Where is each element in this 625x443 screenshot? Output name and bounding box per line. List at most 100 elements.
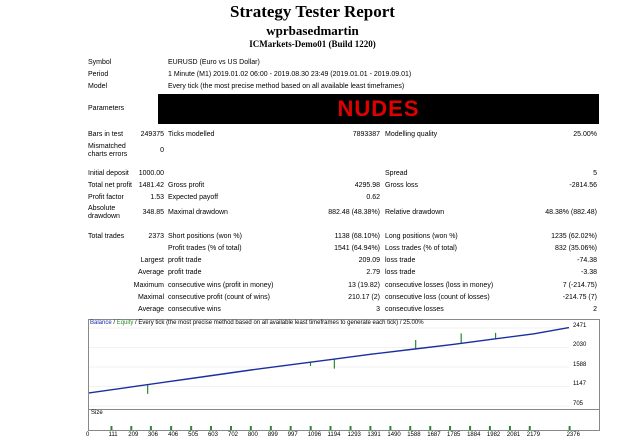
- largest-loss-value: -74.38: [577, 257, 597, 264]
- max-wins-value: 13 (19.82): [348, 282, 380, 289]
- x-tick-label: 1096: [307, 432, 322, 438]
- expert-name: wprbasedmartin: [266, 23, 359, 38]
- period-value: 1 Minute (M1) 2019.01.02 06:00 - 2019.08…: [168, 71, 412, 78]
- balance-chart: [88, 319, 600, 411]
- ticks-label: Ticks modelled: [168, 131, 215, 138]
- long-label: Long positions (won %): [385, 233, 458, 240]
- size-bar: [369, 426, 372, 430]
- size-bar: [209, 426, 212, 430]
- reldd-value: 48.38% (882.48): [545, 209, 597, 216]
- size-bar: [568, 426, 571, 430]
- report-title: Strategy Tester Report: [230, 2, 395, 21]
- server-name: ICMarkets-Demo01 (Build 1220): [249, 39, 376, 49]
- size-bar: [528, 426, 531, 430]
- x-tick-label: 2179: [526, 432, 541, 438]
- profit-trades-value: 1541 (64.94%): [334, 245, 380, 252]
- x-tick-label: 505: [188, 432, 199, 438]
- average-profit-label: profit trade: [168, 269, 202, 276]
- loss-trades-label: Loss trades (% of total): [385, 245, 457, 252]
- short-label: Short positions (won %): [168, 233, 242, 240]
- y-tick-label: 1147: [573, 381, 586, 388]
- size-bar: [329, 426, 332, 430]
- x-tick-label: 1785: [447, 432, 461, 438]
- legend-sep: /: [111, 320, 117, 326]
- size-bar: [269, 426, 272, 430]
- size-bar: [149, 426, 152, 430]
- largest-loss-label: loss trade: [385, 257, 416, 264]
- size-bar: [309, 426, 312, 430]
- mismatched-value: 0: [160, 147, 164, 154]
- maximal-loss-label: consecutive loss (count of losses): [385, 294, 490, 301]
- max-losses-value: 7 (-214.75): [562, 282, 597, 289]
- bars-value: 249375: [140, 131, 164, 138]
- size-panel: [88, 409, 600, 431]
- x-tick-label: 2081: [506, 432, 521, 438]
- maxdd-label: Maximal drawdown: [168, 209, 228, 216]
- mismatched-label-1: Mismatched: [88, 143, 126, 150]
- netprofit-label: Total net profit: [88, 182, 132, 189]
- size-bar: [349, 426, 352, 430]
- absdd-label-2: drawdown: [88, 213, 120, 220]
- x-tick-label: 2376: [566, 432, 580, 438]
- quality-label: Modelling quality: [385, 131, 438, 138]
- average-profit-value: 2.79: [366, 269, 380, 276]
- x-tick-label: 1588: [407, 432, 421, 438]
- max-wins-label: consecutive wins (profit in money): [168, 282, 274, 289]
- x-tick-label: 997: [287, 432, 298, 438]
- symbol-value: EURUSD (Euro vs US Dollar): [168, 59, 260, 66]
- symbol-label: Symbol: [88, 59, 112, 66]
- average-label: Average: [138, 269, 164, 276]
- largest-profit-label: profit trade: [168, 257, 202, 264]
- trades-label: Total trades: [88, 233, 125, 240]
- balance-chart-svg: [88, 326, 570, 407]
- chart-legend: Balance / Equity / Every tick (the most …: [90, 320, 424, 326]
- x-tick-label: 1982: [486, 432, 501, 438]
- max-losses-label: consecutive losses (loss in money): [385, 282, 494, 289]
- avg-wins-value: 3: [376, 306, 380, 313]
- x-tick-label: 1194: [327, 432, 341, 438]
- model-value: Every tick (the most precise method base…: [168, 83, 405, 90]
- parameters-banner-text: NUDES: [337, 96, 420, 121]
- pf-label: Profit factor: [88, 194, 124, 201]
- reldd-label: Relative drawdown: [385, 209, 445, 216]
- size-bar: [389, 426, 392, 430]
- x-tick-label: 1293: [347, 432, 361, 438]
- size-bar: [449, 426, 452, 430]
- maxdd-value: 882.48 (48.38%): [328, 209, 380, 216]
- payoff-label: Expected payoff: [168, 194, 219, 201]
- quality-value: 25.00%: [573, 131, 597, 138]
- largest-label: Largest: [140, 257, 164, 264]
- model-label: Model: [88, 83, 108, 90]
- x-tick-label: 603: [207, 432, 218, 438]
- maximal-profit-label: consecutive profit (count of wins): [168, 294, 270, 301]
- spread-label: Spread: [385, 170, 408, 177]
- pf-value: 1.53: [150, 194, 164, 201]
- deposit-label: Initial deposit: [88, 170, 129, 177]
- maximal-loss-value: -214.75 (7): [562, 294, 597, 301]
- x-tick-label: 1687: [427, 432, 441, 438]
- avg-losses-label: consecutive losses: [385, 306, 444, 313]
- x-tick-label: 306: [147, 432, 158, 438]
- absdd-label-1: Absolute: [88, 205, 116, 212]
- size-bar: [469, 426, 472, 430]
- y-tick-label: 2030: [573, 342, 587, 349]
- avg-losses-value: 2: [593, 306, 597, 313]
- x-tick-label: 800: [247, 432, 258, 438]
- trades-value: 2373: [148, 233, 164, 240]
- size-bar: [130, 426, 133, 430]
- size-bar: [488, 426, 491, 430]
- parameters-banner: NUDES: [158, 94, 599, 124]
- balance-line: [88, 326, 570, 394]
- size-bar: [429, 426, 432, 430]
- size-bar: [170, 426, 173, 430]
- x-tick-label: 899: [267, 432, 278, 438]
- x-tick-label: 111: [108, 432, 118, 438]
- size-bar: [110, 426, 113, 430]
- ticks-value: 7893387: [352, 131, 380, 138]
- netprofit-value: 1481.42: [138, 182, 164, 189]
- period-label: Period: [88, 71, 109, 78]
- bars-label: Bars in test: [88, 131, 124, 138]
- x-tick-label: 702: [227, 432, 238, 438]
- largest-profit-value: 209.09: [358, 257, 380, 264]
- y-tick-label: 705: [573, 401, 584, 407]
